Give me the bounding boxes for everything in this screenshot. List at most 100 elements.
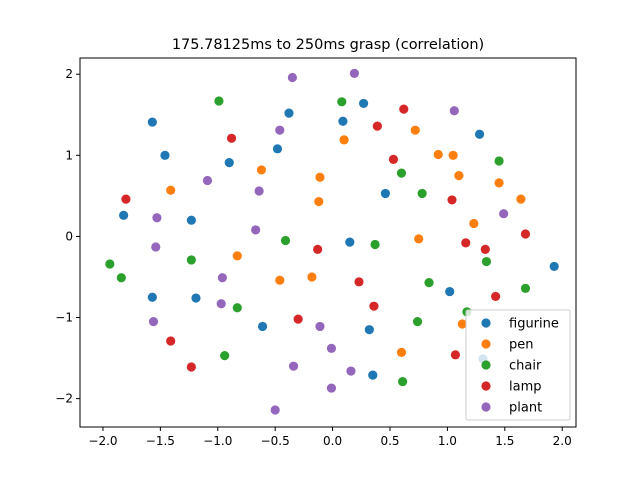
legend-label-lamp: lamp [509,380,542,395]
point-figurine [364,325,374,335]
y-tick-label: 0 [65,229,73,243]
point-pen [469,218,479,229]
point-figurine [345,237,355,247]
point-lamp [369,301,379,311]
point-plant [254,186,264,196]
point-figurine [358,98,369,109]
point-chair [214,96,224,106]
point-figurine [380,188,391,199]
point-figurine [445,286,455,297]
point-plant [152,213,162,223]
point-chair [520,283,531,293]
x-tick-label: 1.0 [438,434,457,448]
point-chair [494,156,504,166]
point-figurine [368,370,378,380]
point-plant [202,175,213,186]
point-plant [315,321,325,332]
point-pen [494,178,504,188]
point-plant [251,225,261,235]
point-pen [414,234,424,244]
point-plant [326,343,337,353]
point-pen [339,135,349,145]
point-lamp [226,133,237,143]
legend-label-chair: chair [509,359,542,374]
point-lamp [186,362,196,372]
point-chair [220,351,230,361]
axis-ticks: −2.0 −1.5 −1.0 −0.5 0.0 0.5 1.0 1.5 2.0 −2 −1 0 1 2 [55,67,571,448]
point-pen [232,251,242,261]
point-pen [275,275,285,285]
x-tick-label: −1.0 [203,434,232,448]
point-figurine [160,150,170,160]
point-pen [315,172,325,182]
point-chair [105,259,115,269]
point-chair [424,278,434,288]
point-chair [370,239,380,250]
point-lamp [313,244,323,254]
point-pen [448,150,458,160]
point-lamp [520,229,531,239]
point-plant [275,125,285,135]
point-plant [288,361,299,371]
point-pen [314,196,324,207]
point-figurine [186,215,196,225]
point-lamp [166,336,176,346]
point-pen [457,319,467,329]
point-plant [499,209,509,219]
point-plant [151,242,161,252]
point-chair [280,235,291,246]
point-chair [116,273,126,283]
point-figurine [257,321,268,332]
legend-marker-figurine [481,318,491,328]
point-figurine [147,292,157,302]
legend-marker-chair [481,360,491,370]
point-figurine [549,261,559,272]
point-figurine [224,158,234,168]
point-plant [270,405,280,415]
x-tick-label: 1.5 [495,434,514,448]
plot-frame [79,57,577,428]
point-pen [307,272,317,282]
point-lamp [399,104,409,114]
x-tick-label: 0.5 [380,434,399,448]
point-chair [481,256,492,267]
point-lamp [293,314,303,324]
point-figurine [191,293,201,303]
point-figurine [474,129,485,139]
point-lamp [121,194,131,204]
point-plant [217,273,227,283]
point-chair [232,303,242,313]
x-tick-label: −0.5 [261,434,290,448]
y-tick-label: 1 [65,148,73,162]
y-tick-label: −1 [55,311,73,325]
legend: figurine pen chair lamp plant [465,309,571,421]
point-lamp [450,350,461,360]
point-lamp [372,121,382,131]
point-lamp [461,238,471,248]
point-figurine [147,117,157,127]
x-tick-label: 2.0 [553,434,572,448]
point-plant [148,316,159,327]
x-tick-label: −1.5 [146,434,175,448]
legend-box [465,309,571,421]
point-chair [396,168,407,178]
point-chair [412,316,423,327]
point-lamp [388,154,399,164]
point-figurine [119,210,129,220]
x-tick-label: −2.0 [88,434,117,448]
legend-label-pen: pen [509,338,534,353]
point-pen [516,194,526,204]
point-lamp [491,291,501,302]
point-chair [337,97,347,107]
point-plant [346,366,356,376]
point-pen [410,125,420,135]
point-figurine [284,108,294,118]
point-plant [287,72,298,83]
point-lamp [354,277,364,287]
legend-marker-plant [481,402,491,412]
y-tick-label: −2 [55,392,73,406]
point-pen [396,347,407,357]
chart-title: 175.78125ms to 250ms grasp (correlation) [172,37,484,53]
point-pen [454,170,464,181]
